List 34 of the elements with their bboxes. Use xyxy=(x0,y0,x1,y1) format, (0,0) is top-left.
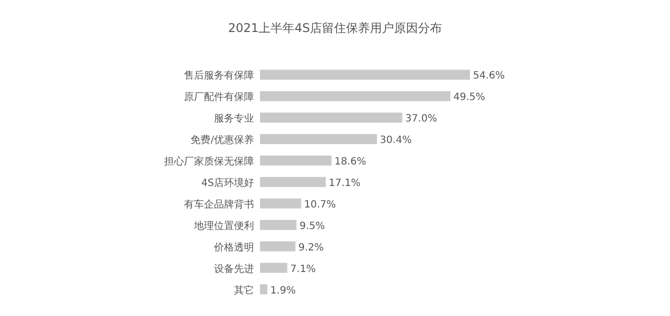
data-label: 7.1% xyxy=(290,264,316,275)
data-label: 10.7% xyxy=(304,199,336,210)
bar xyxy=(260,156,332,166)
data-label: 1.9% xyxy=(270,285,296,296)
bar xyxy=(260,177,326,187)
bar xyxy=(260,112,402,123)
data-label: 30.4% xyxy=(380,135,412,146)
y-tick-label: 价格透明 xyxy=(213,241,254,254)
data-label: 18.6% xyxy=(334,156,366,168)
y-tick-label: 地理位置便利 xyxy=(193,220,254,232)
data-label: 17.1% xyxy=(328,178,361,189)
bar xyxy=(260,241,296,252)
bar xyxy=(260,198,302,208)
data-label: 37.0% xyxy=(405,114,438,125)
y-tick-label: 其它 xyxy=(234,284,254,296)
y-tick-label: 服务专业 xyxy=(214,112,254,125)
bar xyxy=(260,262,288,273)
y-tick-label: 担心厂家质保无保障 xyxy=(164,156,254,168)
y-tick-label: 4S店环境好 xyxy=(201,177,254,189)
bar xyxy=(260,284,268,294)
data-label: 54.6% xyxy=(473,70,505,82)
bar xyxy=(260,91,450,102)
chart-title: 2021上半年4S店留住保养用户原因分布 xyxy=(228,21,442,35)
y-tick-label: 设备先进 xyxy=(214,262,254,275)
data-label: 9.2% xyxy=(298,242,324,254)
bar xyxy=(260,70,470,80)
y-tick-label: 免费/优惠保养 xyxy=(190,134,254,146)
bar xyxy=(260,220,297,230)
bar xyxy=(260,134,377,144)
data-label: 9.5% xyxy=(300,220,325,232)
y-tick-label: 原厂配件有保障 xyxy=(184,91,254,104)
data-label: 49.5% xyxy=(453,92,486,104)
y-tick-label: 有车企品牌背书 xyxy=(184,198,254,210)
y-tick-label: 售后服务有保障 xyxy=(184,70,254,82)
